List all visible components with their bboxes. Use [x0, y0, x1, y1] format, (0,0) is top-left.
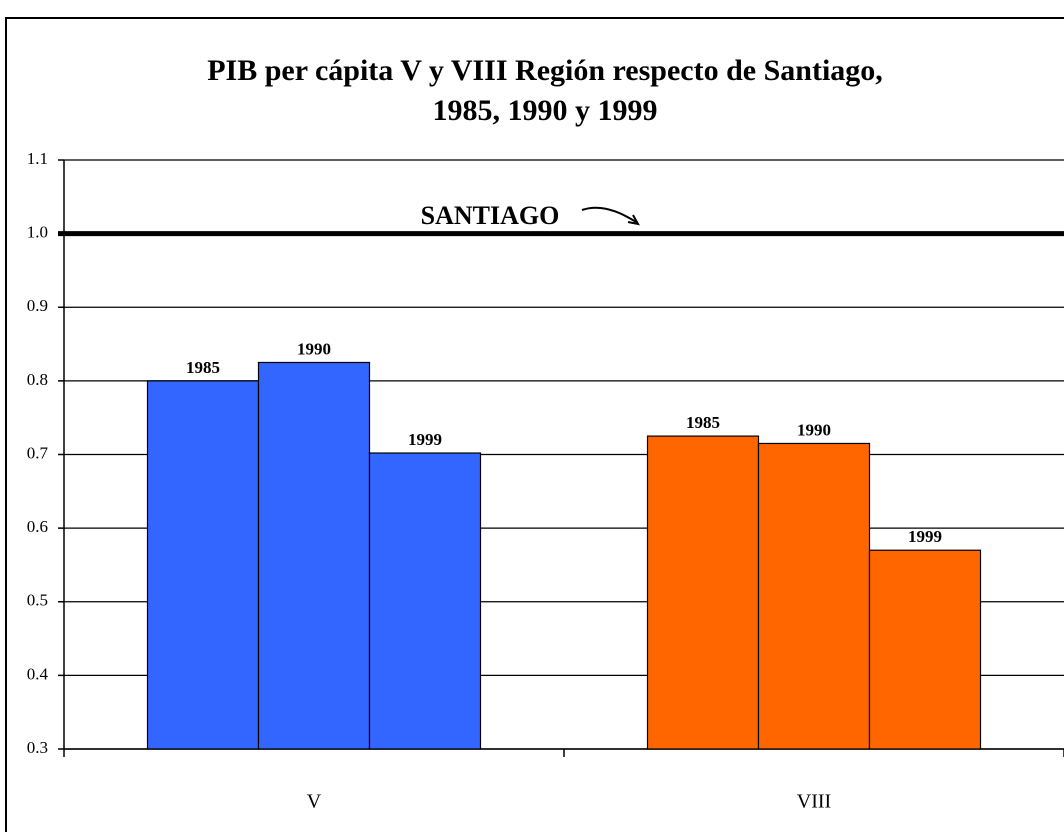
- bar: [257, 361, 371, 750]
- bar: [757, 442, 871, 750]
- x-tick-label: VIII: [797, 791, 831, 813]
- data-label: 1999: [908, 527, 942, 546]
- chart-title: 1985, 1990 y 1999: [433, 94, 658, 127]
- data-label: 1990: [297, 339, 331, 358]
- y-tick-label: 1.0: [27, 223, 48, 242]
- x-tick-label: V: [307, 791, 322, 813]
- y-tick-label: 0.8: [27, 370, 48, 389]
- reference-arrow: [581, 206, 637, 223]
- bar: [868, 549, 982, 750]
- bar: [368, 452, 482, 750]
- y-tick-label: 1.1: [27, 149, 48, 168]
- data-label: 1990: [797, 420, 831, 439]
- chart-frame: [5, 17, 1064, 832]
- y-tick-label: 0.3: [27, 738, 48, 757]
- data-label: 1985: [686, 413, 720, 432]
- y-tick-label: 0.7: [27, 443, 49, 462]
- bar: [646, 435, 760, 750]
- chart-title: PIB per cápita V y VIII Región respecto …: [207, 54, 883, 87]
- y-tick-label: 0.5: [27, 591, 48, 610]
- y-tick-label: 0.9: [27, 296, 48, 315]
- y-tick-label: 0.6: [27, 517, 48, 536]
- data-label: 1999: [408, 430, 442, 449]
- y-tick-label: 0.4: [27, 664, 49, 683]
- data-label: 1985: [186, 358, 220, 377]
- plot-area: 0.3 0.4 0.5 0.6 0.7 0.8 0.9 1.0 1.1 V 1985 1990 1999…: [27, 149, 1064, 813]
- reference-label: SANTIAGO: [421, 201, 560, 230]
- bar: [146, 380, 260, 750]
- reference-arrow-head: [627, 214, 640, 226]
